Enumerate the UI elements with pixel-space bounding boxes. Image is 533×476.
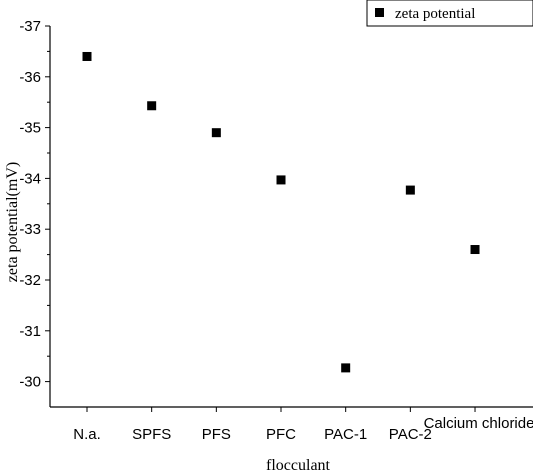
y-axis-title: zeta potential(mV) <box>4 162 21 282</box>
y-tick-label: -37 <box>19 18 41 35</box>
data-point <box>341 363 351 373</box>
y-tick-label: -36 <box>19 69 41 86</box>
data-point <box>82 51 92 61</box>
data-points <box>82 51 480 373</box>
data-point <box>211 128 221 138</box>
x-tick-label: PFS <box>202 426 231 443</box>
y-tick-label: -30 <box>19 374 41 391</box>
x-tick-label: N.a. <box>73 426 101 443</box>
y-tick-label: -31 <box>19 323 41 340</box>
legend-label: zeta potential <box>395 6 475 22</box>
axes <box>49 26 533 408</box>
x-tick-label: PAC-1 <box>324 426 367 443</box>
legend: zeta potential <box>366 0 533 27</box>
legend-marker <box>375 8 384 17</box>
data-point <box>470 245 480 255</box>
x-tick-label: Calcium chloride <box>424 415 533 432</box>
data-point <box>147 101 157 111</box>
data-point <box>276 175 286 185</box>
x-tick-label: SPFS <box>132 426 171 443</box>
y-tick-label: -34 <box>19 170 41 187</box>
x-axis-title: flocculant <box>266 457 331 474</box>
y-tick-label: -35 <box>19 120 41 137</box>
legend-box <box>366 0 533 27</box>
x-tick-label: PFC <box>266 426 296 443</box>
y-tick-label: -33 <box>19 221 41 238</box>
y-ticks: -30 -31 -32 -33 -34 -35 -36 -37 <box>19 18 50 391</box>
x-tick-label: PAC-2 <box>389 426 432 443</box>
y-tick-label: -32 <box>19 272 41 289</box>
data-point <box>405 185 415 195</box>
